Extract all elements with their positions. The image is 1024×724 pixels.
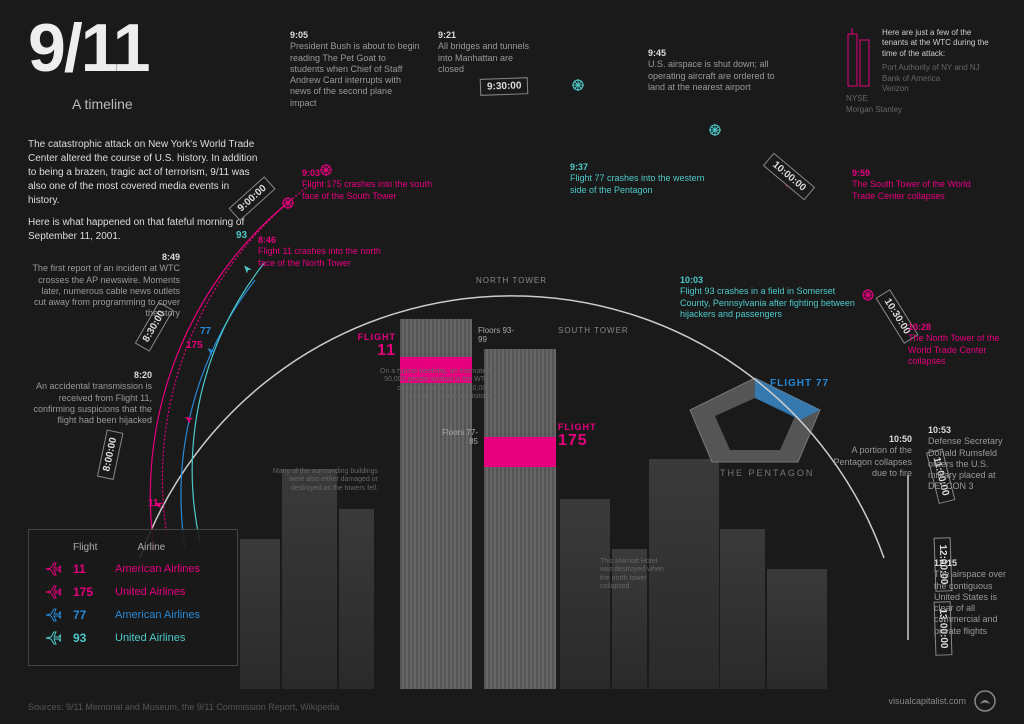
timeline-event: 9:59The South Tower of the World Trade C… [852,168,992,202]
skyline-bldg [560,499,610,689]
timeline-event: 9:05President Bush is about to begin rea… [290,30,420,109]
timeline-event: 8:49The first report of an incident at W… [30,252,180,320]
timeline-event: 9:03Flight 175 crashes into the south fa… [302,168,442,202]
timeline-event: 10:53Defense Secretary Donald Rumsfeld o… [928,425,1018,493]
logo-icon [974,690,996,712]
note-workers: On a typical weekday, an estimated 50,00… [380,368,490,402]
flight77-label: FLIGHT 77 [770,378,829,389]
tower-outline-icon [846,28,872,88]
timeline-event: 9:21All bridges and tunnels into Manhatt… [438,30,533,75]
skyline-bldg [767,569,827,689]
timeline-event: 10:50A portion of the Pentagon collapses… [822,434,912,479]
path-num-175: 175 [186,340,203,351]
south-tower [484,349,556,689]
legend-row: 77American Airlines [45,607,221,623]
legend-header-airline: Airline [137,542,165,553]
legend-row: 175United Airlines [45,584,221,600]
pentagon-label: THE PENTAGON [720,468,814,478]
south-tower-label: SOUTH TOWER [558,326,629,335]
timeline-event: 10:28The North Tower of the World Trade … [908,322,1013,367]
skyline-bldg [720,529,765,689]
timeline-event: 9:37Flight 77 crashes into the western s… [570,162,710,196]
intro-text: The catastrophic attack on New York's Wo… [28,138,258,252]
timeline-event: 10:03Flight 93 crashes in a field in Som… [680,275,860,320]
north-tower-label: NORTH TOWER [476,276,547,285]
legend-row: 11American Airlines [45,561,221,577]
legend-row: 93United Airlines [45,630,221,646]
skyline-bldg [240,539,280,689]
note-marriott: This Marriott Hotel was destroyed when t… [600,558,670,592]
flight175-label: FLIGHT175 [558,422,597,450]
legend-header-flight: Flight [73,542,97,553]
skyline-bldg [282,469,337,689]
intro-p2: Here is what happened on that fateful mo… [28,216,258,244]
time-tick: 9:30:00 [480,77,529,96]
timeline-event: 9:45U.S. airspace is shut down; all oper… [648,48,778,93]
page-subtitle: A timeline [72,96,133,112]
timeline-event: 12:15The airspace over the contiguous Un… [934,558,1019,637]
plane-icon [45,584,61,600]
credit: visualcapitalist.com [888,690,996,712]
time-tick: 8:00:00 [97,429,124,480]
timeline-event: 8:20An accidental transmission is receiv… [32,370,152,426]
plane-icon [45,630,61,646]
path-num-77: 77 [200,326,211,337]
page-title: 9/11 [28,18,149,79]
time-tick: 10:00:00 [763,153,815,201]
flight11-label: FLIGHT11 [346,332,396,360]
south-tower-impact [484,437,556,467]
plane-icon [45,607,61,623]
note-surrounding: Many of the surrounding buildings were a… [268,468,378,493]
credit-text: visualcapitalist.com [888,696,966,706]
sources-text: Sources: 9/11 Memorial and Museum, the 9… [28,702,339,712]
floors-north: Floors 93-99 [478,326,518,344]
plane-icon [45,561,61,577]
flight-legend: Flight Airline 11American Airlines 175Uni… [28,529,238,666]
intro-p1: The catastrophic attack on New York's Wo… [28,138,258,208]
timeline-event: 8:46Flight 11 crashes into the north fac… [258,235,388,269]
tenants-box: Here are just a few of the tenants at th… [846,28,996,115]
floors-south: Floors 77-85 [438,428,478,446]
skyline-bldg [339,509,374,689]
path-num-11: 11 [148,498,159,509]
